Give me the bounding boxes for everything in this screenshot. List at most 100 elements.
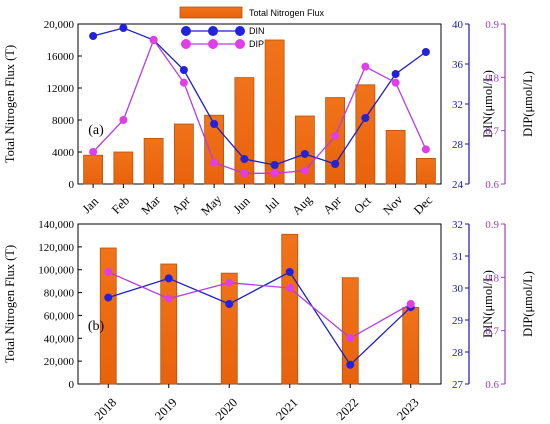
din-axis-title: DIN(μmol/L): [481, 270, 495, 338]
din-tick-label: 36: [452, 59, 464, 71]
y-tick-label: 120,000: [38, 242, 74, 254]
din-tick-label: 40: [452, 19, 464, 31]
dip-point: [346, 334, 355, 343]
din-tick-label: 28: [452, 139, 464, 151]
dip-axis-title: DIP(μmol/L): [521, 71, 535, 137]
x-tick-label: 2020: [213, 395, 241, 423]
x-tick-label: Mar: [138, 192, 163, 217]
legend-dip-marker: [235, 39, 245, 49]
dip-point: [119, 116, 128, 124]
y-tick-label: 60,000: [44, 310, 75, 322]
x-tick-label: Dec: [411, 193, 435, 217]
y-tick-label: 20,000: [44, 19, 75, 31]
din-point: [225, 300, 234, 308]
panel-b: 0 20,000 40,000 60,000 80,000 100,000 120,000 1…: [3, 219, 535, 423]
y-tick-label: 80,000: [44, 288, 75, 300]
din-point: [391, 70, 400, 78]
din-tick-label: 24: [452, 179, 464, 191]
dip-point: [361, 62, 370, 71]
din-tick-label: 32: [452, 219, 463, 231]
dip-point: [149, 36, 158, 44]
bar: [355, 84, 376, 185]
dip-point: [270, 169, 279, 178]
dip-point: [210, 158, 219, 167]
dip-point: [300, 166, 309, 175]
dip-point: [179, 78, 188, 87]
dip-tick-label: 0.7: [485, 126, 499, 138]
din-point: [421, 48, 430, 56]
bar: [415, 157, 436, 185]
dip-line: [107, 271, 412, 339]
y-tick-label: 100,000: [38, 265, 74, 277]
din-point: [285, 268, 294, 276]
dip-tick-label: 0.9: [485, 219, 499, 231]
legend-din-marker: [208, 26, 218, 36]
y-tick-label: 20,000: [44, 356, 75, 368]
plot-area: [77, 23, 442, 185]
panel-label: (a): [88, 123, 104, 138]
dip-tick-label: 0.8: [485, 72, 499, 84]
din-axis-title: DIN(μmol/L): [481, 70, 495, 138]
din-line: [92, 27, 427, 166]
x-tick-label: Feb: [109, 194, 132, 217]
dip-point: [391, 78, 400, 87]
y-tick-label: 140,000: [38, 219, 74, 231]
din-point: [346, 360, 355, 369]
y-tick-label: 4000: [52, 147, 75, 159]
din-tick-label: 28: [452, 347, 464, 359]
din-point: [361, 114, 370, 122]
dip-point: [240, 169, 249, 178]
y-tick-label: 0: [69, 179, 75, 191]
legend-label: Total Nitrogen Flux: [249, 8, 325, 18]
dip-tick-label: 0.6: [485, 179, 499, 191]
legend: Total Nitrogen Flux DIN DIP: [179, 6, 325, 49]
x-tick-label: Nov: [380, 192, 406, 218]
dip-point: [406, 300, 415, 308]
din-point: [210, 120, 219, 128]
x-tick-label: May: [198, 192, 225, 219]
dip-axis-title: DIP(μmol/L): [521, 271, 535, 337]
legend-bar-swatch: [179, 6, 243, 19]
legend-label: DIN: [249, 26, 265, 36]
dip-point: [421, 145, 430, 154]
x-tick-label: 2018: [92, 395, 120, 423]
din-point: [270, 161, 279, 169]
bar: [325, 97, 346, 185]
din-tick-label: 27: [452, 379, 464, 391]
dip-point: [285, 284, 294, 292]
din-point: [240, 155, 249, 163]
din-point: [331, 160, 340, 168]
bar: [234, 77, 255, 185]
x-tick-label: 2019: [152, 395, 180, 423]
y-tick-label: 16000: [47, 51, 75, 63]
legend-label: DIP: [249, 39, 264, 49]
legend-dip-marker: [181, 39, 191, 49]
plot-area: [77, 223, 442, 385]
bar: [113, 151, 134, 185]
x-tick-label: Jan: [79, 194, 101, 216]
y-tick-label: 40,000: [44, 333, 75, 345]
dip-tick-label: 0.8: [485, 272, 499, 284]
din-tick-label: 29: [452, 315, 464, 327]
x-tick-label: Apr: [169, 193, 193, 217]
dip-point: [104, 268, 113, 276]
din-point: [104, 293, 113, 302]
y-tick-label: 0: [69, 379, 75, 391]
bar: [143, 137, 164, 185]
y-tick-label: 12000: [47, 83, 75, 95]
x-tick-label: Apr: [320, 193, 344, 217]
x-tick-label: Oct: [351, 193, 374, 216]
y-tick-label: 8000: [52, 115, 75, 127]
dip-point: [89, 148, 98, 156]
din-point: [179, 66, 188, 74]
legend-din-marker: [235, 26, 245, 36]
din-point: [119, 24, 128, 32]
dip-tick-label: 0.7: [485, 326, 499, 338]
bar: [385, 129, 406, 185]
dip-tick-label: 0.6: [485, 379, 499, 391]
x-tick-label: 2023: [394, 395, 422, 423]
y-axis-title: Total Nitrogen Flux (T): [3, 245, 17, 363]
legend-dip-marker: [208, 39, 218, 49]
x-tick-label: Jun: [230, 194, 253, 217]
